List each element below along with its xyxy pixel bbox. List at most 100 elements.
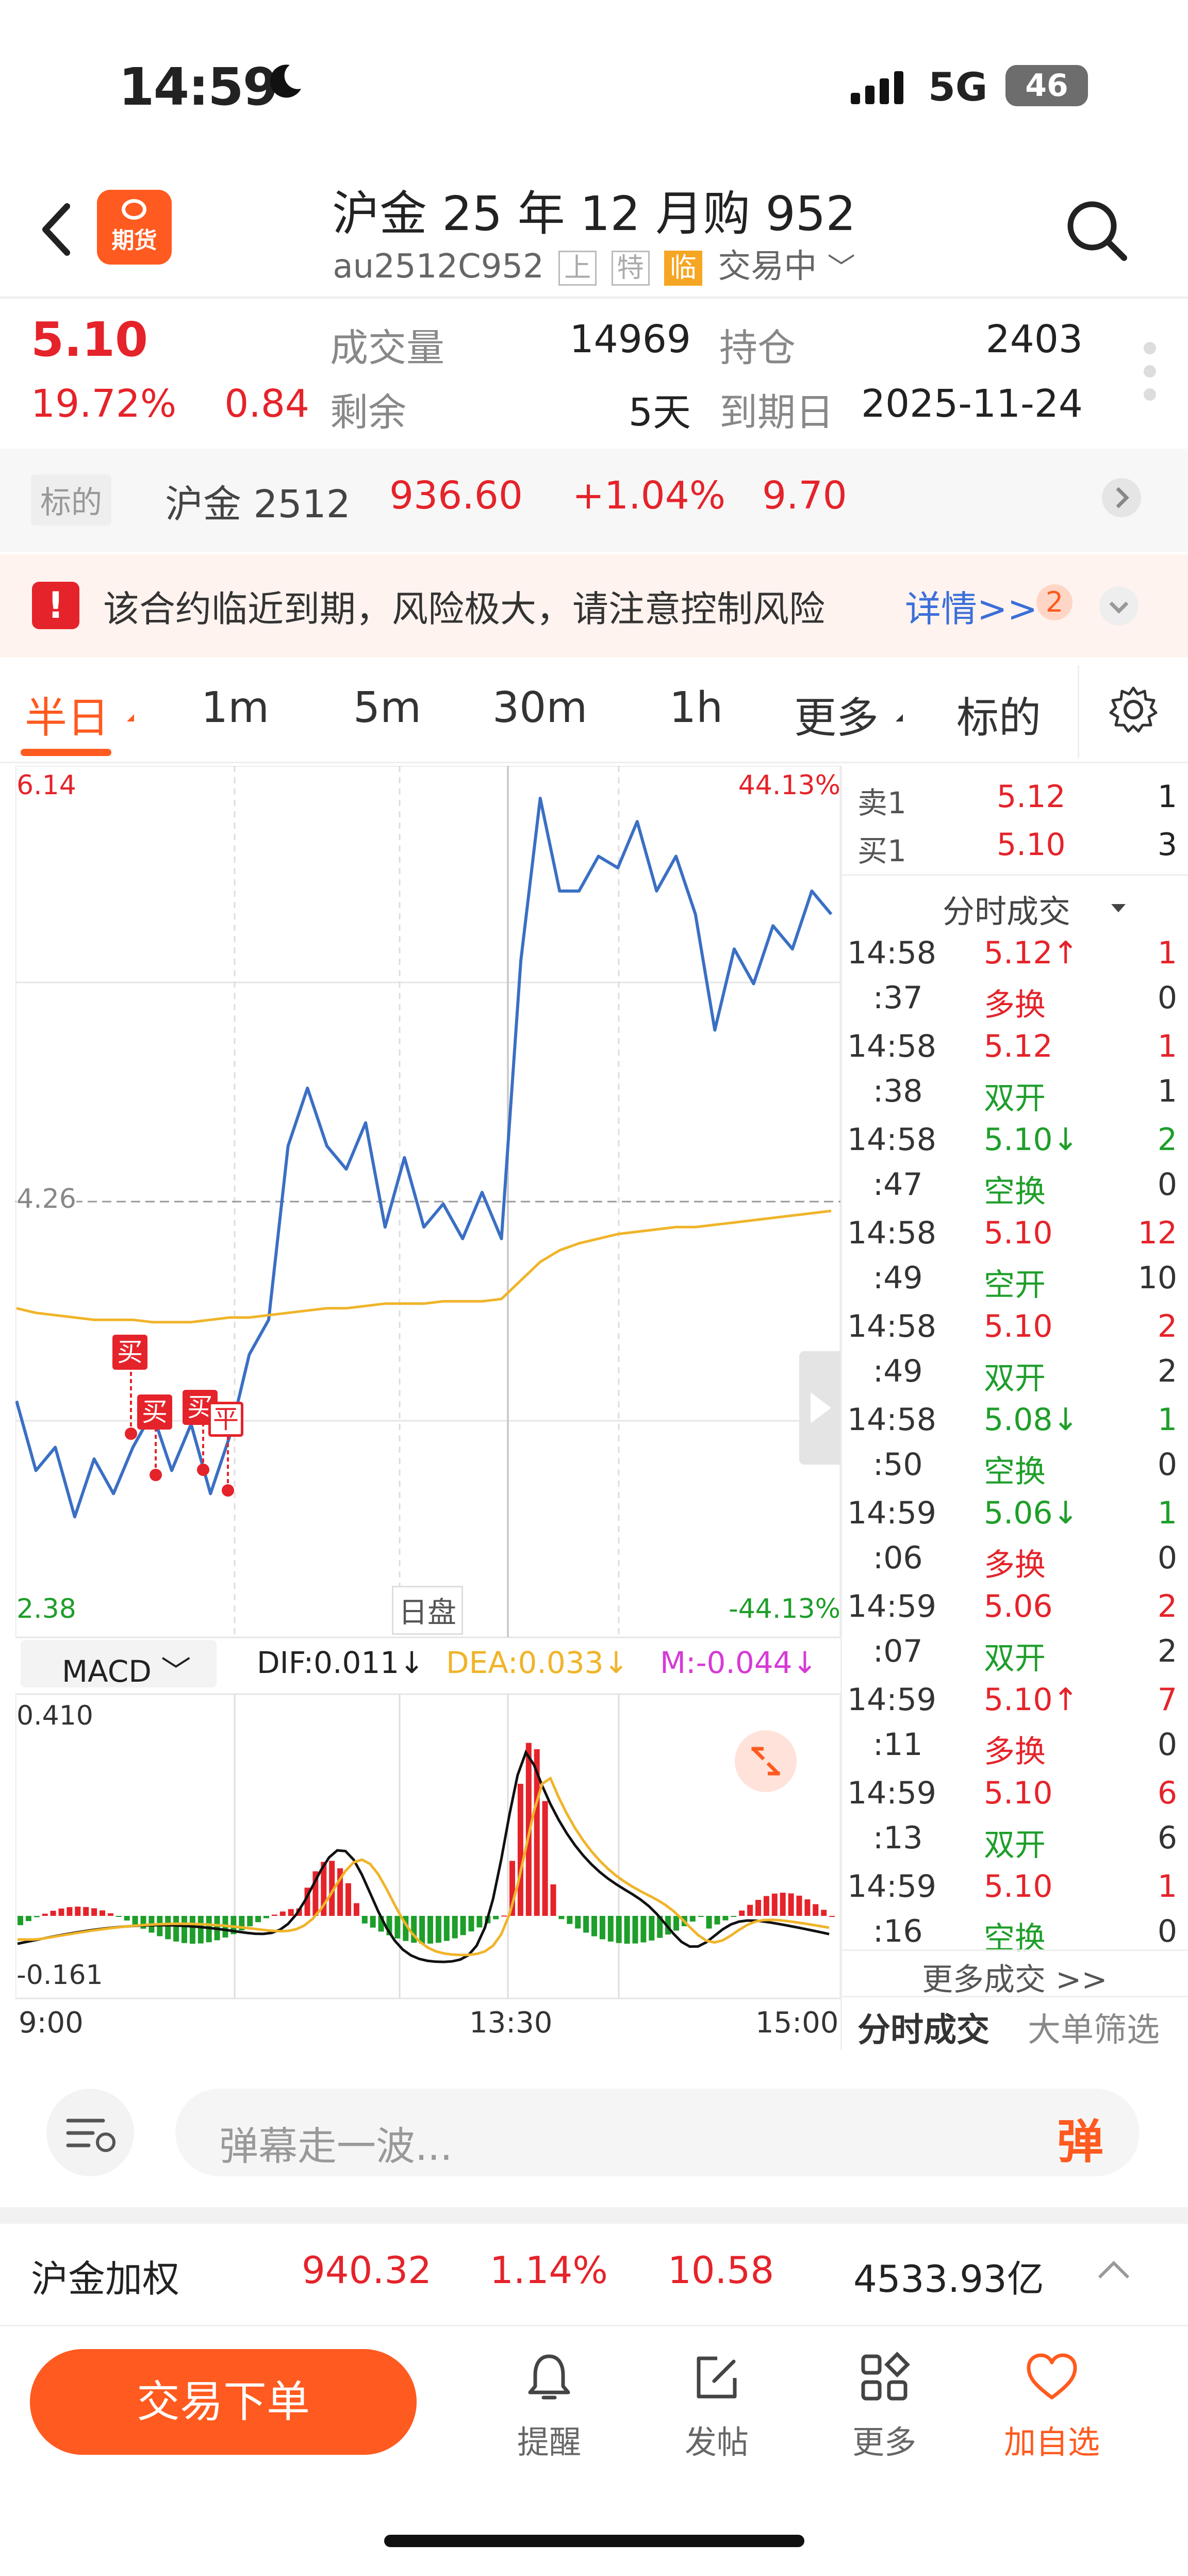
- trade-second: :49: [873, 1353, 923, 1389]
- gear-icon[interactable]: [1109, 685, 1158, 734]
- danmu-input[interactable]: 弹幕走一波...: [175, 2089, 1140, 2176]
- chart-area[interactable]: 6.14 44.13% 4.26 2.38 -44.13% 日盘 MACD ﹀ …: [14, 765, 842, 2040]
- tab-underlying[interactable]: 标的: [956, 694, 1042, 743]
- tab-tick-trades[interactable]: 分时成交: [857, 2011, 989, 2049]
- trade-volume: 1: [1157, 1028, 1177, 1064]
- grid-icon: [861, 2352, 910, 2401]
- expand-icon: [751, 1747, 780, 1776]
- trade-price: 5.12: [984, 1028, 1053, 1064]
- chevron-up-icon[interactable]: [1093, 2254, 1134, 2285]
- macd-bar: [279, 1911, 286, 1916]
- danmu-settings-button[interactable]: [46, 2089, 134, 2176]
- macd-bar: [714, 1916, 720, 1925]
- more-vertical-icon[interactable]: [1140, 340, 1160, 402]
- macd-bar: [755, 1899, 761, 1916]
- macd-bar: [337, 1868, 343, 1916]
- ask-label: 卖1: [857, 785, 906, 821]
- remaining-label: 剩余: [330, 390, 406, 435]
- trade-oi-change: 0: [1157, 1913, 1177, 1949]
- expiry-label: 到期日: [719, 390, 834, 435]
- nav-alert[interactable]: 提醒: [498, 2349, 601, 2473]
- divider: [842, 874, 1188, 876]
- tab-30m[interactable]: 30m: [492, 683, 588, 732]
- marker-dot: [222, 1484, 234, 1497]
- nav-post[interactable]: 发帖: [665, 2349, 768, 2473]
- macd-bar: [42, 1913, 48, 1916]
- close-marker[interactable]: 平: [208, 1402, 243, 1437]
- tab-more[interactable]: 更多: [794, 694, 879, 743]
- macd-indicator-select[interactable]: MACD ﹀: [21, 1640, 217, 1689]
- place-order-button[interactable]: 交易下单: [30, 2349, 417, 2455]
- price-high-label: 6.14: [16, 770, 76, 801]
- contract-subtitle[interactable]: au2512C952 上 特 临 交易中 ﹀: [0, 240, 1188, 287]
- trade-time: 14:58: [847, 935, 936, 971]
- macd-bar: [263, 1916, 269, 1918]
- contract-code: au2512C952: [333, 248, 544, 286]
- tab-1h[interactable]: 1h: [669, 683, 723, 732]
- trade-time: 14:58: [847, 1028, 936, 1064]
- tab-large-orders[interactable]: 大单筛选: [1028, 2011, 1160, 2049]
- change-value: 0.84: [224, 382, 309, 426]
- trade-type: 双开: [984, 1080, 1046, 1117]
- macd-bar: [452, 1916, 458, 1939]
- trade-price: 5.08↓: [984, 1402, 1079, 1438]
- trade-price: 5.06↓: [984, 1495, 1079, 1531]
- fullscreen-button[interactable]: [735, 1730, 797, 1792]
- macd-bar: [558, 1916, 565, 1919]
- underlying-bar[interactable]: 标的 沪金 2512 936.60 +1.04% 9.70: [0, 449, 1188, 552]
- trade-volume: 12: [1137, 1215, 1177, 1251]
- macd-bar: [353, 1903, 359, 1916]
- tab-active-indicator: [21, 749, 111, 756]
- trade-second: :50: [873, 1447, 923, 1483]
- trades-section-title[interactable]: 分时成交: [943, 893, 1071, 930]
- expand-panel-handle[interactable]: [799, 1351, 840, 1465]
- chevron-down-icon[interactable]: [1098, 585, 1140, 627]
- macd-bar: [443, 1916, 450, 1941]
- macd-bar: [370, 1916, 376, 1928]
- divider: [842, 1996, 1188, 1997]
- macd-bar: [419, 1916, 425, 1944]
- buy-marker[interactable]: 买: [112, 1335, 147, 1370]
- back-arrow-icon[interactable]: [36, 201, 77, 258]
- tab-1m[interactable]: 1m: [201, 683, 270, 732]
- more-trades-link[interactable]: 更多成交 >>: [922, 1962, 1108, 1998]
- macd-bar: [460, 1916, 466, 1935]
- danmu-send-button[interactable]: 弹: [1057, 2115, 1103, 2169]
- tab-half-day[interactable]: 半日: [25, 694, 110, 743]
- index-bar[interactable]: 沪金加权 940.32 1.14% 10.58 4533.93亿: [0, 2223, 1188, 2326]
- notice-link[interactable]: 详情>>: [905, 588, 1038, 630]
- chevron-down-icon: ﹀: [827, 252, 855, 284]
- macd-bar: [739, 1910, 745, 1916]
- tag-special: 特: [611, 251, 650, 286]
- search-icon[interactable]: [1062, 196, 1129, 263]
- trade-time: 14:59: [847, 1682, 936, 1718]
- trade-time: 14:58: [847, 1122, 936, 1158]
- trade-row: 14:58 5.10 12:49 空开 10: [842, 1211, 1188, 1304]
- pct-high-label: 44.13%: [738, 770, 840, 801]
- bell-icon: [528, 2354, 570, 2400]
- dea-line: [18, 1776, 830, 1957]
- tab-caret-icon: [896, 714, 903, 721]
- buy-marker[interactable]: 买: [137, 1394, 172, 1430]
- price-chart[interactable]: [14, 765, 842, 2004]
- macd-bar: [50, 1911, 56, 1916]
- macd-bar: [312, 1871, 319, 1916]
- macd-bar: [616, 1916, 622, 1943]
- nav-watchlist[interactable]: 加自选: [1000, 2349, 1103, 2473]
- divider: [842, 1949, 1188, 1951]
- macd-bar: [689, 1916, 696, 1922]
- trade-oi-change: 6: [1157, 1820, 1177, 1856]
- nav-more[interactable]: 更多: [833, 2349, 936, 2473]
- nav-more-label: 更多: [852, 2423, 916, 2461]
- trade-oi-change: 0: [1157, 1727, 1177, 1763]
- index-name: 沪金加权: [31, 2257, 180, 2301]
- underlying-change: 9.70: [762, 473, 847, 518]
- bid-qty: 3: [1157, 827, 1177, 863]
- price-series: [15, 796, 833, 1519]
- marker-dot: [150, 1469, 162, 1481]
- tab-5m[interactable]: 5m: [353, 683, 422, 732]
- trade-row: 14:58 5.12 1:38 双开 1: [842, 1024, 1188, 1117]
- trade-row: 14:59 5.10↑ 7:11 多换 0: [842, 1678, 1188, 1770]
- macd-bar: [386, 1916, 392, 1935]
- trade-volume: 7: [1157, 1682, 1177, 1718]
